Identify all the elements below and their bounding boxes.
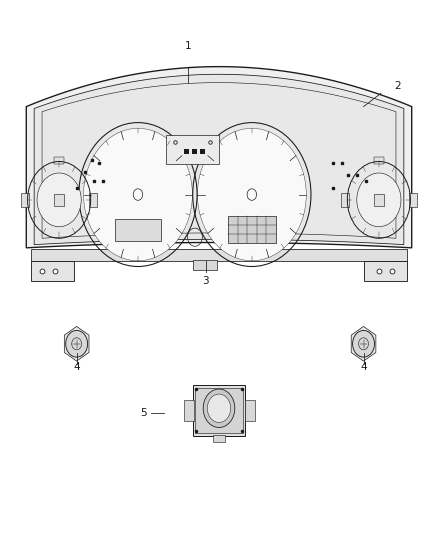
Bar xyxy=(54,157,64,164)
Polygon shape xyxy=(34,74,404,245)
Bar xyxy=(193,260,217,270)
Bar xyxy=(364,261,407,281)
Text: 4: 4 xyxy=(360,362,367,373)
Bar xyxy=(195,388,243,433)
Bar xyxy=(184,149,189,154)
Text: 5: 5 xyxy=(140,408,147,418)
Bar xyxy=(341,193,349,207)
Bar xyxy=(166,134,219,164)
Circle shape xyxy=(37,173,81,227)
Polygon shape xyxy=(64,326,89,361)
Bar xyxy=(193,385,245,436)
Circle shape xyxy=(353,330,374,357)
Bar xyxy=(192,149,197,154)
Circle shape xyxy=(207,394,231,423)
Bar xyxy=(374,194,384,206)
Bar xyxy=(228,216,276,244)
Text: 1: 1 xyxy=(185,41,192,51)
Bar xyxy=(374,157,384,164)
Bar xyxy=(21,193,29,207)
Bar xyxy=(200,149,205,154)
Polygon shape xyxy=(26,67,412,248)
Circle shape xyxy=(84,128,192,261)
Text: 2: 2 xyxy=(394,82,401,91)
Bar xyxy=(89,193,97,207)
Bar xyxy=(115,219,161,241)
Text: 3: 3 xyxy=(202,276,209,286)
Circle shape xyxy=(203,389,235,427)
Bar xyxy=(31,261,74,281)
Circle shape xyxy=(357,173,401,227)
Polygon shape xyxy=(351,326,376,361)
Bar xyxy=(184,400,194,421)
Bar xyxy=(54,194,64,206)
Bar xyxy=(31,249,407,261)
Bar xyxy=(409,193,417,207)
Text: 4: 4 xyxy=(73,362,80,373)
Circle shape xyxy=(66,330,88,357)
Bar xyxy=(213,435,225,442)
Bar xyxy=(245,400,255,421)
Circle shape xyxy=(198,128,306,261)
